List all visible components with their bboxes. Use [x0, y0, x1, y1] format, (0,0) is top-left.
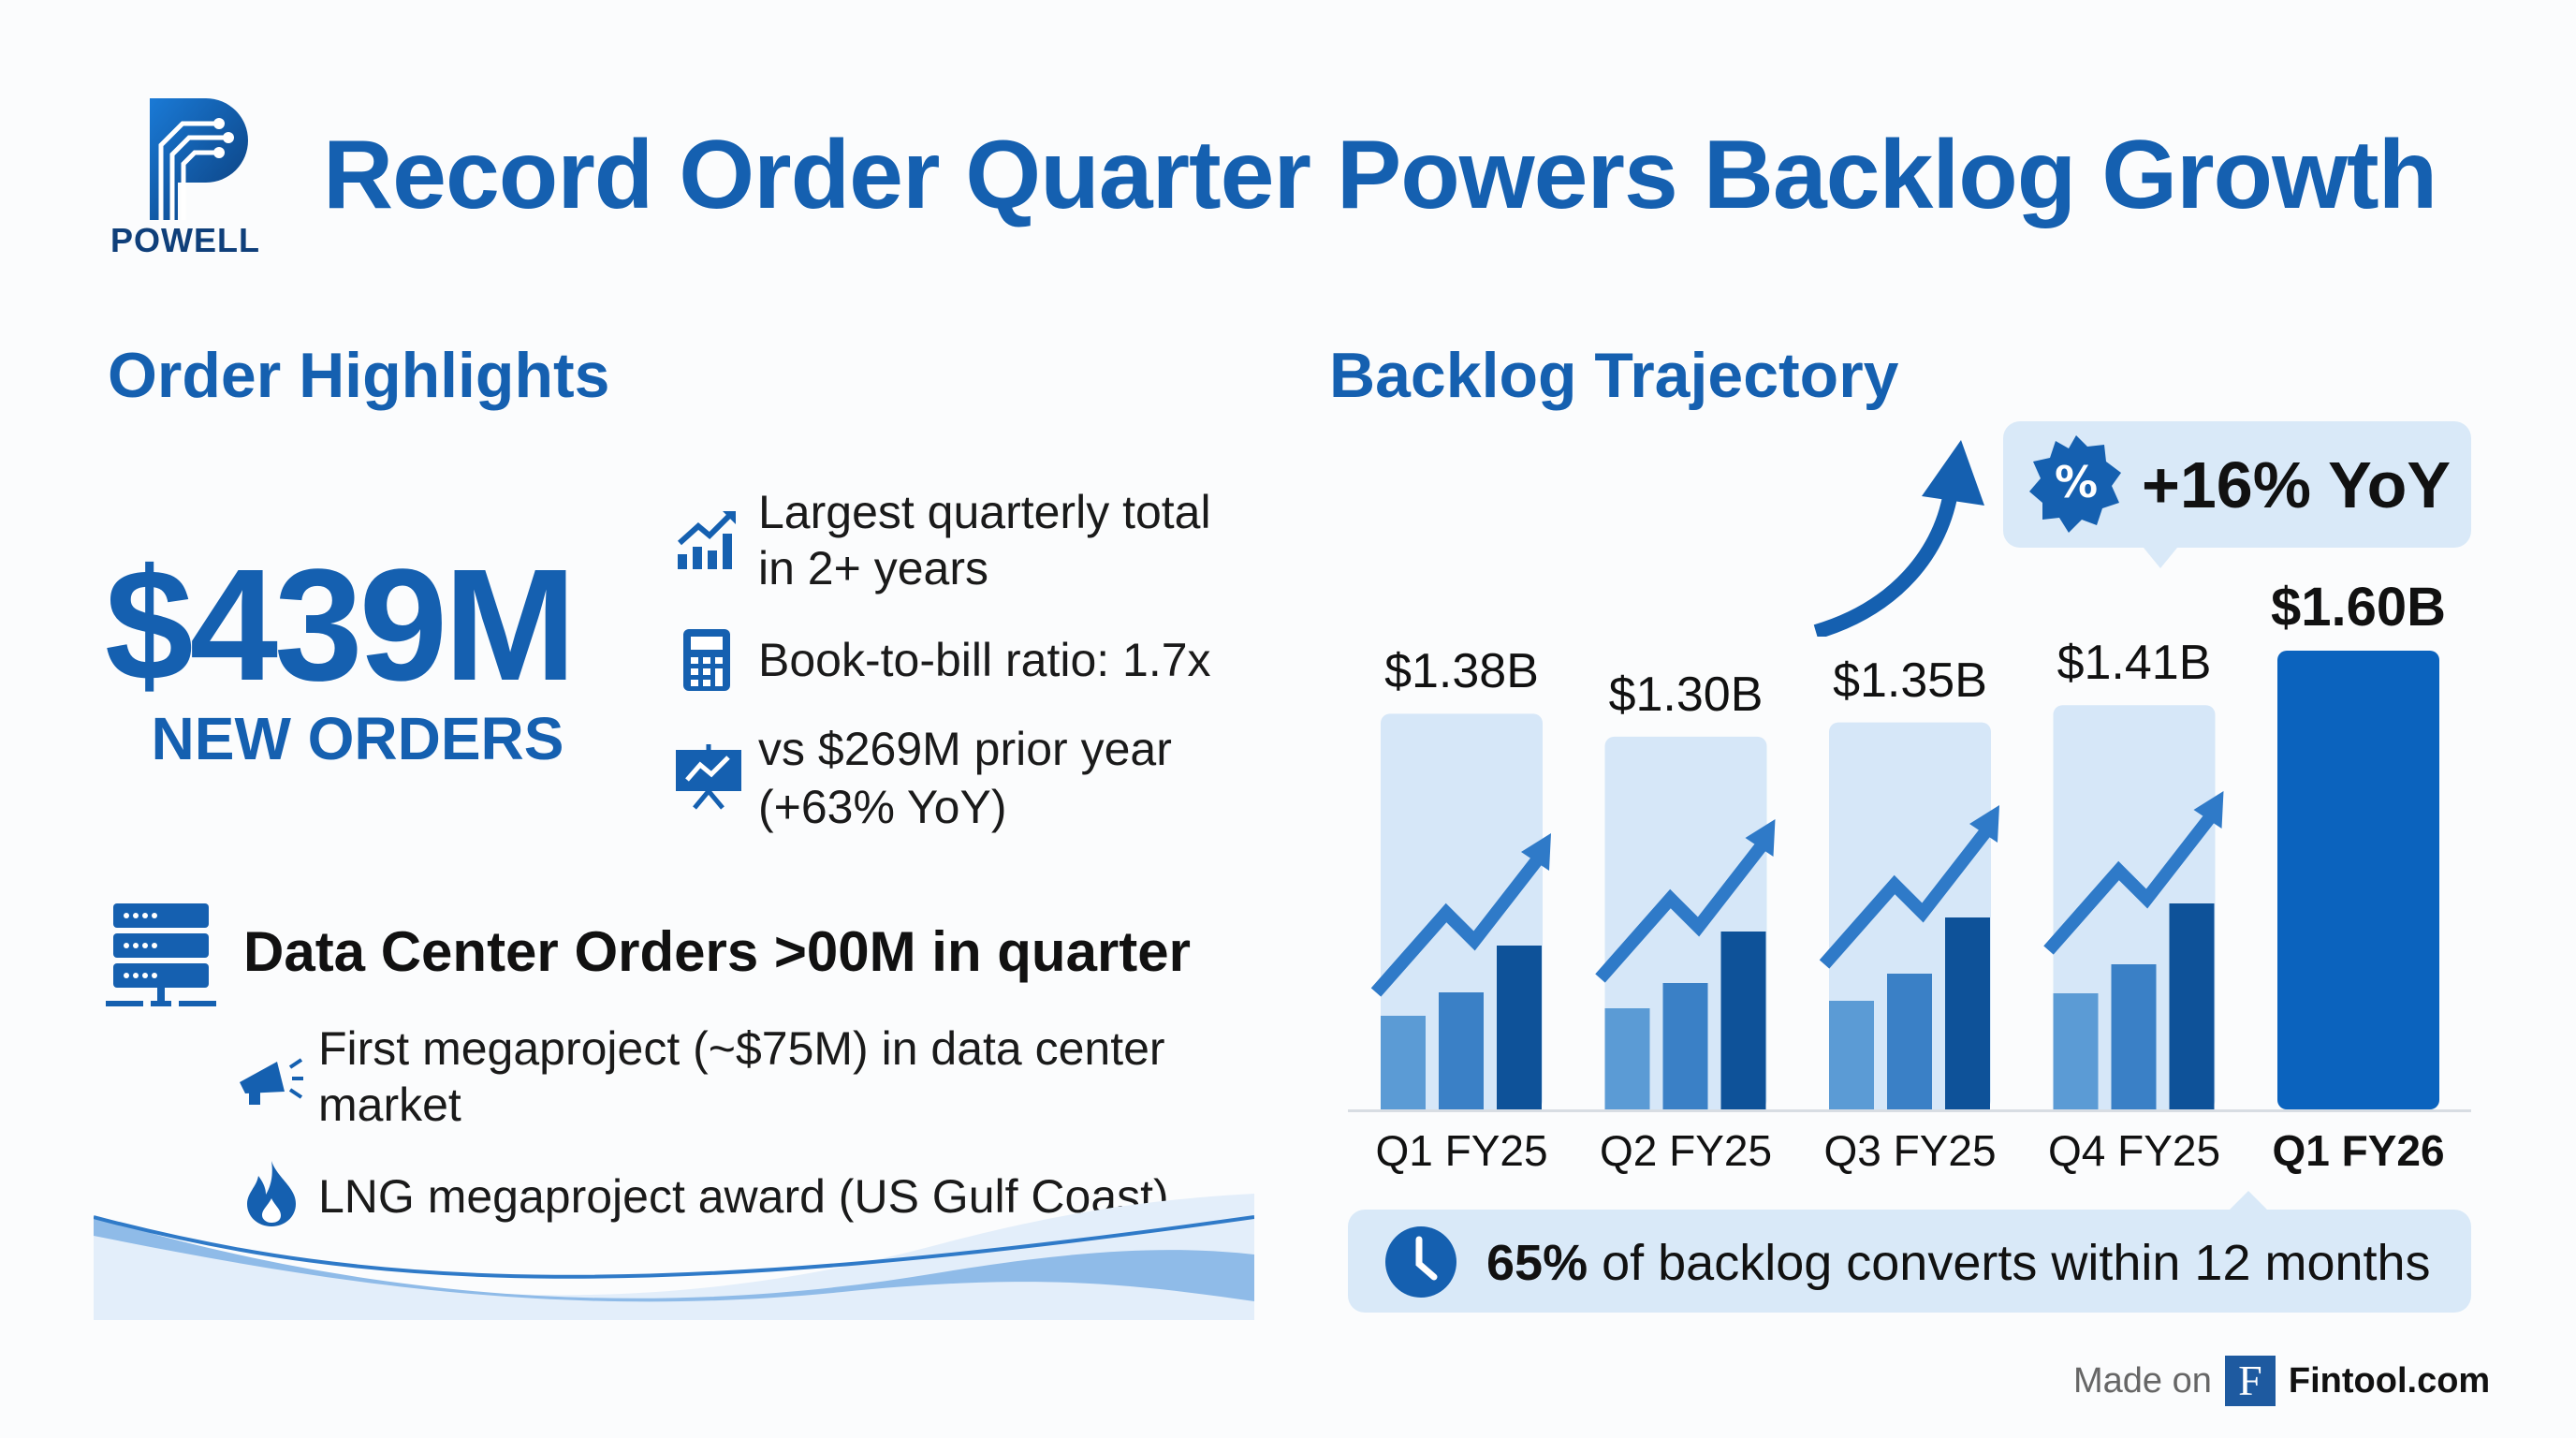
mini-bar	[2053, 993, 2099, 1109]
conversion-text: 65% of backlog converts within 12 months	[1486, 1234, 2431, 1292]
bullet-prior-year-line2: (+63% YoY)	[758, 781, 1007, 833]
x-tick-label: Q1 FY25	[1375, 1126, 1548, 1175]
mini-bar	[1497, 946, 1542, 1109]
flame-icon	[245, 1161, 298, 1231]
footer: Made on F Fintool.com	[2073, 1356, 2490, 1406]
mini-bar	[1439, 992, 1484, 1109]
mini-bar	[1381, 1016, 1426, 1109]
dc-item-lng: LNG megaproject award (US Gulf Coast)	[318, 1170, 1169, 1223]
clock-icon	[1383, 1225, 1458, 1304]
bar-q1-fy26	[2277, 651, 2439, 1109]
trend-arrow-icon	[2043, 810, 2218, 955]
conversion-pointer	[2228, 1191, 2269, 1211]
svg-text:%: %	[2055, 457, 2098, 507]
decorative-wave	[93, 1180, 1255, 1325]
callout-pointer	[2144, 548, 2177, 568]
chart-baseline	[1348, 1109, 2471, 1112]
data-label: $1.60B	[2270, 577, 2447, 638]
logo-mark-icon	[150, 98, 248, 220]
backlog-heading: Backlog Trajectory	[1329, 340, 1899, 411]
trend-arrow-icon	[1595, 838, 1770, 983]
calculator-icon	[683, 629, 730, 696]
order-highlights-heading: Order Highlights	[108, 340, 610, 411]
trend-arrow-head-icon	[2193, 791, 2224, 829]
bar-q4-fy25	[2053, 705, 2216, 1109]
bullet-prior-year-line1: vs $269M prior year	[758, 723, 1172, 775]
percent-badge-icon: %	[2029, 435, 2123, 537]
trend-arrow-icon	[1819, 824, 1994, 969]
presentation-chart-icon	[676, 744, 741, 814]
bar-q3-fy25	[1829, 722, 1991, 1109]
trend-arrow-head-icon	[1745, 819, 1776, 857]
bullet-largest-line2: in 2+ years	[758, 542, 988, 594]
mini-bar	[1829, 1001, 1874, 1109]
mini-bar	[1720, 932, 1766, 1109]
mini-bar	[2169, 903, 2215, 1109]
fintool-link[interactable]: Fintool.com	[2288, 1360, 2491, 1401]
data-label: $1.41B	[2056, 636, 2212, 691]
bar-chart-up-icon	[676, 506, 741, 576]
logo-text: POWELL	[110, 221, 260, 259]
trend-arrow-head-icon	[1521, 833, 1551, 871]
x-tick-label: Q4 FY25	[2047, 1126, 2221, 1175]
conversion-rest: of backlog converts within 12 months	[1588, 1235, 2431, 1291]
conversion-percent: 65%	[1486, 1235, 1588, 1291]
data-label: $1.38B	[1384, 644, 1539, 699]
trend-arrow-head-icon	[1969, 805, 1999, 843]
bullet-largest-line1: Largest quarterly total	[758, 486, 1211, 538]
x-tick-label: Q1 FY26	[2272, 1126, 2445, 1175]
bar-q1-fy25	[1381, 713, 1543, 1109]
data-label: $1.35B	[1833, 653, 1987, 708]
data-label: $1.30B	[1608, 667, 1764, 722]
x-tick-label: Q3 FY25	[1823, 1126, 1997, 1175]
page-title: Record Order Quarter Powers Backlog Grow…	[323, 121, 2437, 229]
megaphone-icon	[236, 1049, 305, 1113]
mini-bar	[1604, 1008, 1650, 1109]
mini-bar	[1945, 917, 1990, 1109]
powell-logo	[140, 98, 253, 220]
made-on-text: Made on	[2073, 1360, 2212, 1401]
mini-bar	[2111, 964, 2157, 1109]
new-orders-amount: $439M	[105, 536, 577, 714]
x-tick-label: Q2 FY25	[1599, 1126, 1773, 1175]
bar-q2-fy25	[1604, 736, 1767, 1109]
server-icon	[106, 903, 218, 1013]
mini-bar	[1887, 974, 1932, 1109]
growth-arrow-icon	[1811, 440, 1998, 641]
dc-item-megaproject-line2: market	[318, 1078, 461, 1131]
fintool-logo-icon: F	[2224, 1356, 2276, 1406]
mini-bar	[1662, 983, 1708, 1109]
trend-arrow-icon	[1370, 852, 1545, 997]
conversion-box	[1348, 1210, 2471, 1313]
new-orders-label: NEW ORDERS	[151, 705, 564, 772]
bullet-book-to-bill: Book-to-bill ratio: 1.7x	[758, 634, 1211, 686]
yoy-callout-text: +16% YoY	[2142, 448, 2452, 521]
dc-item-megaproject-line1: First megaproject (~$75M) in data center	[318, 1022, 1165, 1075]
data-center-heading: Data Center Orders >00M in quarter	[243, 920, 1192, 983]
